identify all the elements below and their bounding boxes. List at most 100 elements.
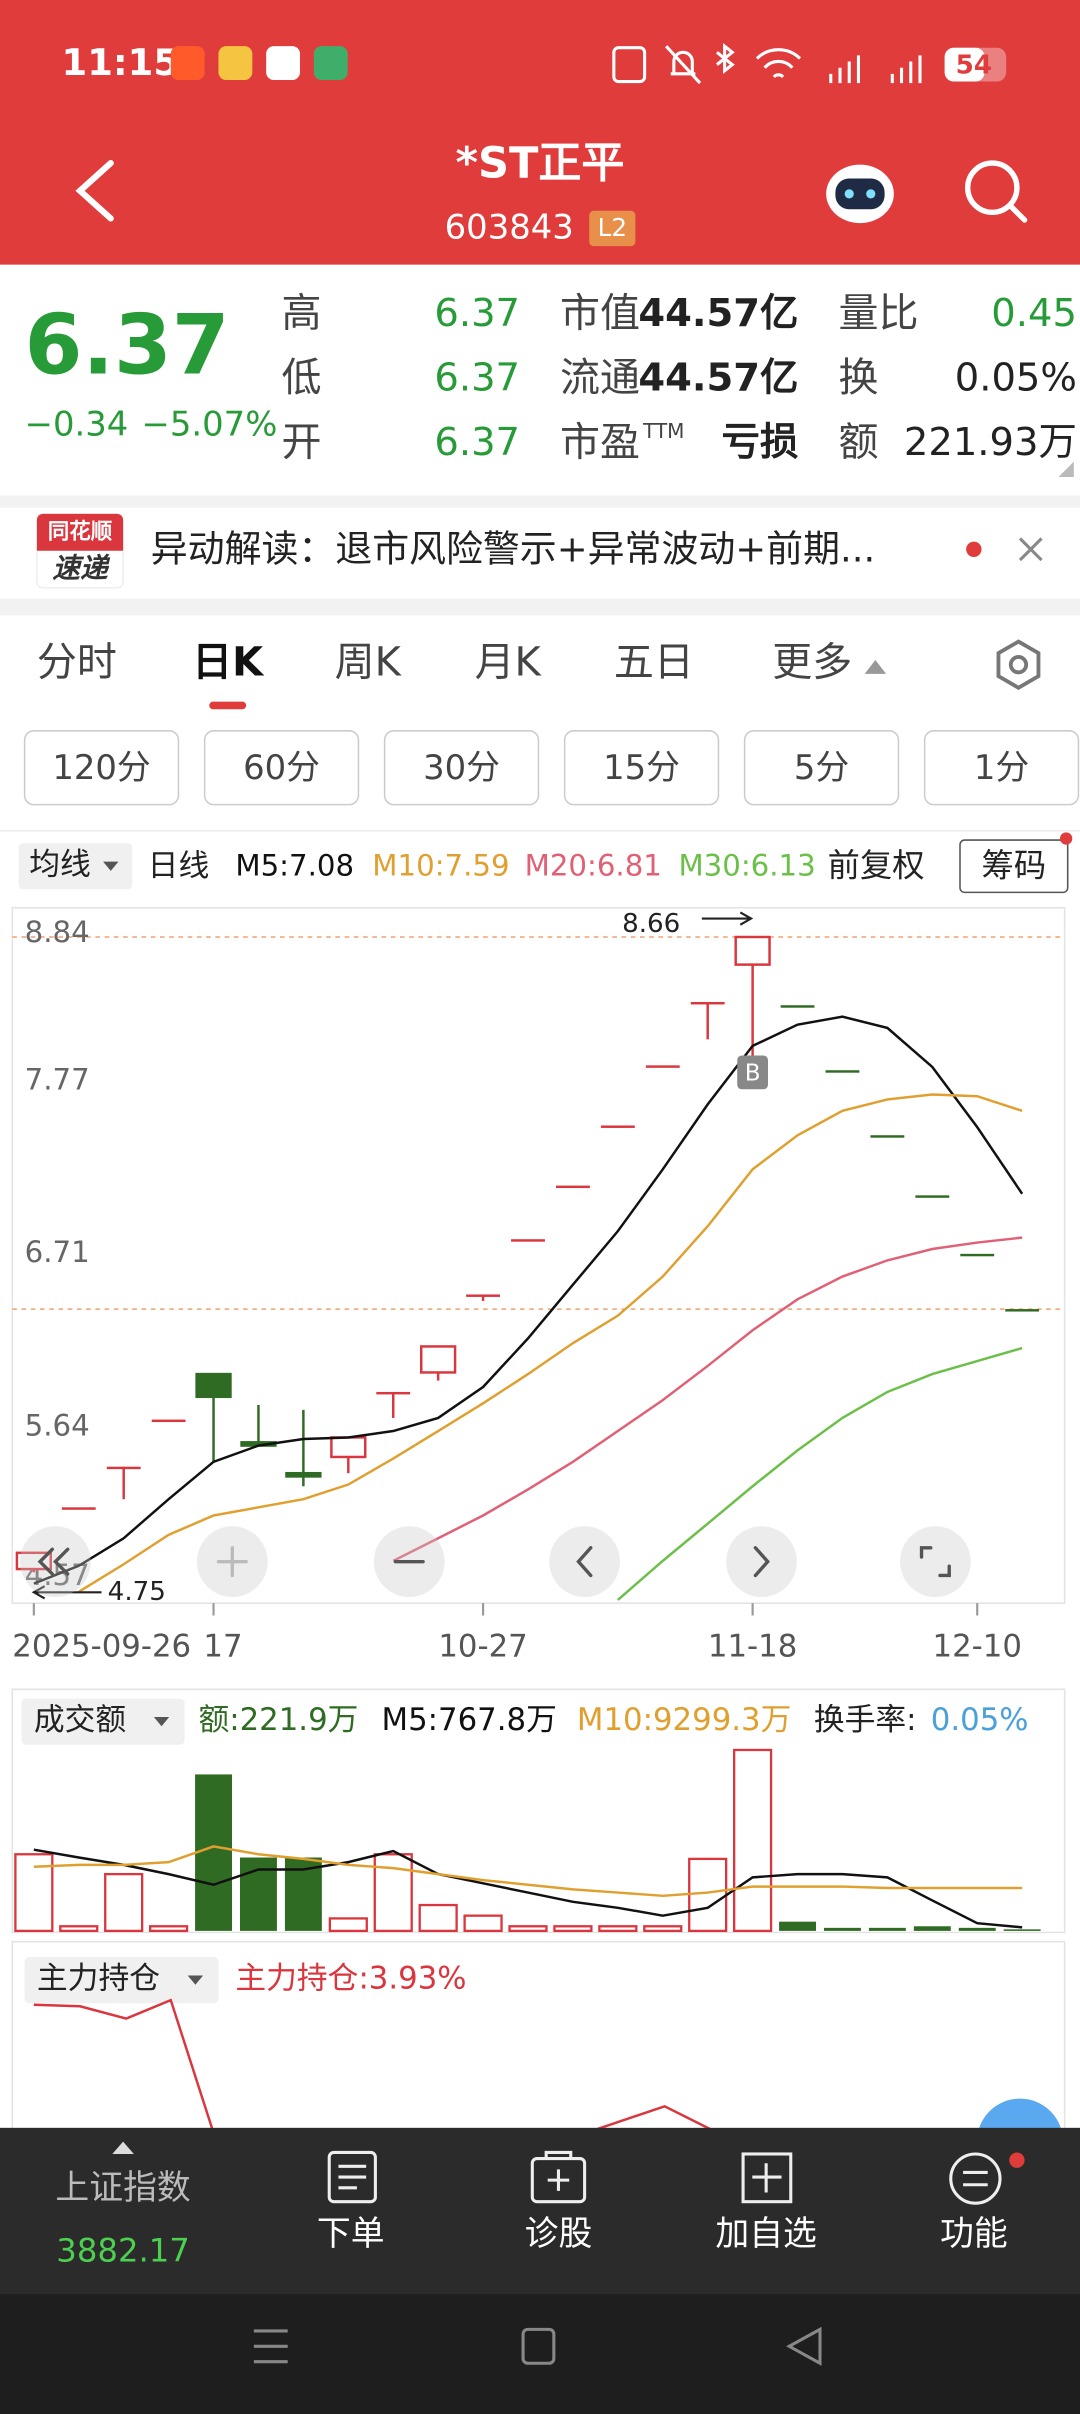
volume-bar <box>508 1925 548 1933</box>
divider <box>0 495 1080 508</box>
nav-menu[interactable] <box>253 2329 288 2364</box>
settings-button[interactable] <box>996 639 1041 690</box>
period-button[interactable] <box>383 730 540 806</box>
bottom-item[interactable]: 下单 <box>317 2214 385 2253</box>
candle-body <box>690 1001 725 1005</box>
nav-back[interactable] <box>786 2326 822 2366</box>
stat-label: 换 <box>838 355 878 401</box>
stat-label-sup: TTM <box>642 419 684 443</box>
candle-body <box>285 1471 322 1478</box>
tab[interactable]: 周K <box>335 640 403 686</box>
expand-arrow[interactable] <box>112 2141 134 2154</box>
high-arrow <box>701 911 754 926</box>
nav-home[interactable] <box>521 2327 556 2365</box>
position-selector[interactable] <box>24 1957 219 2004</box>
stat-label: 量比 <box>838 290 918 336</box>
period-button-text: 60分 <box>243 748 320 787</box>
status-system-icons <box>612 42 922 85</box>
period-button[interactable] <box>203 730 360 806</box>
period-button[interactable] <box>563 730 720 806</box>
period-button-text: 120分 <box>52 748 150 787</box>
candle-body <box>330 1436 367 1459</box>
news-logo-bottom: 速递 <box>52 551 111 584</box>
volume-bar <box>958 1927 996 1931</box>
stat-label: 市盈 <box>560 420 640 466</box>
candle-body <box>106 1466 141 1470</box>
stat-label: 市值 <box>560 290 640 336</box>
period-button-text: 5分 <box>794 748 849 787</box>
control-next[interactable] <box>726 1526 797 1598</box>
tab[interactable]: 月K <box>475 640 543 686</box>
bottom-item[interactable]: 功能 <box>940 2214 1008 2253</box>
candle-body <box>61 1507 96 1510</box>
volume-bar <box>328 1917 368 1933</box>
candle-body <box>466 1294 500 1297</box>
control-fullscreen[interactable] <box>900 1526 971 1598</box>
nav-bar <box>0 2293 1080 2414</box>
stat-value: 44.57亿 <box>638 291 798 336</box>
news-close[interactable] <box>1018 537 1043 562</box>
period-button[interactable] <box>743 730 900 806</box>
candle-body <box>195 1372 232 1399</box>
tab[interactable]: 更多 <box>772 640 852 686</box>
status-time: 11:15 <box>62 41 179 84</box>
candle-body <box>870 1135 905 1138</box>
volume-bar <box>104 1872 144 1933</box>
assistant-button[interactable] <box>826 164 894 224</box>
news-row[interactable]: 同花顺 速递 异动解读：退市风险警示+异常波动+前期... <box>36 513 982 589</box>
last-price: 6.37 <box>25 297 230 394</box>
candle-body <box>915 1195 950 1198</box>
volume-legend-item: M5:767.8万 <box>382 1702 557 1738</box>
stat-value: 0.45 <box>991 291 1077 336</box>
bottom-item[interactable]: 加自选 <box>715 2214 816 2253</box>
back-button[interactable] <box>75 160 114 222</box>
x-tick-label: 11-18 <box>708 1628 797 1664</box>
volume-chart <box>14 1748 1041 1933</box>
volume-bar <box>553 1925 593 1933</box>
bottom-items: 下单 诊股 加自选 功能 <box>317 2214 1008 2253</box>
volume-bar <box>868 1927 906 1931</box>
ma-selector[interactable] <box>18 843 133 890</box>
index-value: 3882.17 <box>56 2231 190 2269</box>
tab-more-arrow <box>864 660 887 674</box>
period-buttons: 120分 60分 30分 15分 5分 1分 <box>23 730 1080 806</box>
index-name[interactable]: 上证指数 <box>55 2168 190 2207</box>
signal-badge <box>737 1055 768 1090</box>
stat-label: 流通 <box>560 355 640 401</box>
period-button[interactable] <box>23 730 180 806</box>
volume-ma-line <box>33 1848 1023 1929</box>
x-tick-label: 12-10 <box>933 1628 1022 1664</box>
x-tick-label: 17 <box>203 1628 242 1664</box>
y-tick-label: 6.71 <box>25 1235 90 1269</box>
volume-bar <box>688 1857 728 1933</box>
control-prev[interactable] <box>549 1526 620 1598</box>
search-button[interactable] <box>965 160 1028 223</box>
volume-bar <box>373 1853 413 1933</box>
tabs: 分时 日K 周K 月K 五日 更多 <box>37 640 887 710</box>
ma-line <box>78 1093 1023 1593</box>
volume-selector[interactable] <box>21 1698 185 1745</box>
candle-body <box>511 1239 545 1242</box>
volume-legend: M5:767.8万 M10:9299.3万 <box>382 1702 792 1738</box>
bottom-item[interactable]: 诊股 <box>525 2214 593 2253</box>
stat-value: 44.57亿 <box>638 356 798 401</box>
candle-body <box>600 1125 635 1128</box>
ma-legend-item: M30:6.13 <box>678 849 815 883</box>
stat-label: 额 <box>838 420 878 466</box>
high-annotation: 8.66 <box>622 909 680 939</box>
adjust-label[interactable]: 前复权 <box>828 847 925 885</box>
period-button-text: 30分 <box>423 748 500 787</box>
chips-button[interactable] <box>959 839 1069 894</box>
tab[interactable]: 日K <box>192 640 265 686</box>
signal-badge-text: B <box>745 1060 761 1086</box>
period-button[interactable] <box>923 730 1080 806</box>
candle-body <box>734 935 771 966</box>
tab[interactable]: 分时 <box>37 640 117 686</box>
ma-line <box>617 1346 1023 1601</box>
volume-bar <box>59 1925 99 1933</box>
tab[interactable]: 五日 <box>614 640 694 686</box>
kline-frame <box>11 906 1066 1604</box>
news-text: 异动解读：退市风险警示+异常波动+前期... <box>151 527 875 570</box>
